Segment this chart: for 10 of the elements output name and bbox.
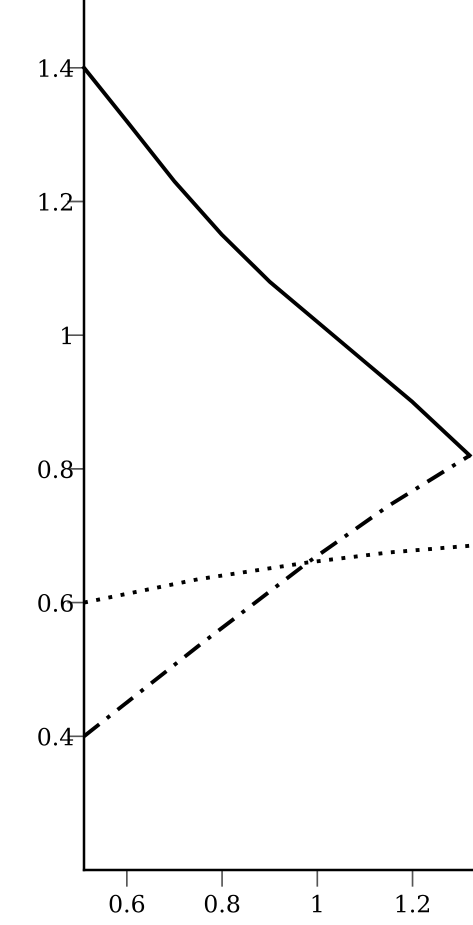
x-tick-label: 1: [312, 894, 322, 912]
y-tick-label: 1.4: [40, 59, 74, 78]
x-tick-label: 0.6: [110, 894, 144, 913]
y-tick-label: 1: [62, 326, 71, 344]
x-tick-label: 0.8: [204, 894, 240, 913]
y-tick-label: 0.4: [38, 728, 74, 746]
y-tick-label: 0.8: [38, 460, 73, 478]
y-tick-label: 0.6: [38, 594, 73, 612]
y-tick-label: 1.2: [40, 192, 72, 211]
x-tick-label: 1.2: [396, 894, 429, 913]
